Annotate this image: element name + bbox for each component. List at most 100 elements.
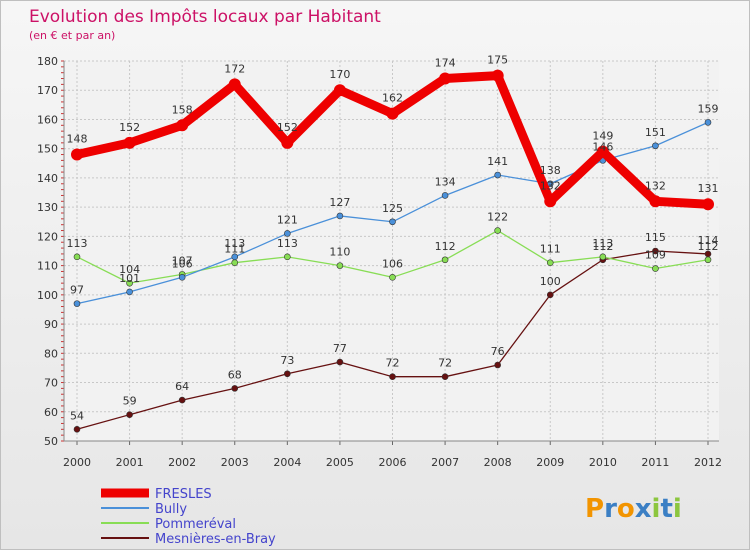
data-point-pommer-val [441,256,449,264]
data-point-bully [441,192,449,199]
data-point-mesni-res-en-bray [73,426,81,433]
data-point-fresles [649,195,662,208]
data-point-fresles [71,148,83,161]
data-label-pommer-val: 113 [67,237,88,250]
data-point-mesni-res-en-bray [178,396,186,404]
y-tick-label: 90 [44,318,58,331]
data-point-pommer-val [494,227,501,234]
data-point-bully [494,171,501,179]
data-point-mesni-res-en-bray [231,385,239,392]
data-label-mesni-res-en-bray: 76 [491,345,505,358]
y-tick-label: 80 [44,347,58,360]
data-label-mesni-res-en-bray: 115 [645,231,666,244]
series-lines [71,69,714,433]
legend-label-fresles: FRESLES [155,487,212,502]
data-label-fresles: 132 [645,179,666,192]
data-point-fresles [228,78,241,91]
data-label-mesni-res-en-bray: 72 [386,357,400,370]
data-label-pommer-val: 110 [329,246,350,259]
data-label-pommer-val: 106 [382,257,403,270]
data-label-mesni-res-en-bray: 73 [280,354,294,367]
data-label-bully: 127 [329,196,350,209]
data-label-fresles: 170 [329,68,350,81]
data-point-bully [284,230,291,237]
data-point-pommer-val [73,253,81,261]
data-point-mesni-res-en-bray [494,361,501,369]
data-label-pommer-val: 109 [645,249,666,262]
data-point-fresles [439,72,452,85]
data-label-pommer-val: 122 [487,211,508,224]
x-tick-label: 2007 [431,456,459,469]
data-label-fresles: 149 [592,130,613,143]
data-label-mesni-res-en-bray: 77 [333,342,347,355]
chart-title: Evolution des Impôts locaux par Habitant [29,7,381,27]
data-label-mesni-res-en-bray: 72 [438,357,452,370]
brand-letter: i [652,494,661,524]
data-point-bully [178,274,186,281]
y-tick-label: 110 [37,260,58,273]
data-label-bully: 101 [119,272,140,285]
brand-letter: t [660,494,672,524]
x-tick-label: 2003 [221,456,249,469]
chart-subtitle: (en € et par an) [29,29,115,42]
x-tick-label: 2010 [589,456,617,469]
y-tick-label: 70 [44,377,58,390]
data-point-fresles [596,145,609,158]
data-point-mesni-res-en-bray [126,411,133,418]
data-point-pommer-val [231,259,239,266]
data-label-fresles: 174 [435,57,456,70]
data-label-bully: 141 [487,155,508,168]
brand-letter: P [585,494,604,524]
data-label-pommer-val: 112 [435,240,456,253]
data-point-bully [336,212,344,220]
data-label-pommer-val: 112 [698,240,719,253]
x-tick-label: 2006 [379,456,407,469]
data-point-mesni-res-en-bray [441,373,449,380]
data-label-bully: 159 [698,102,719,115]
data-label-pommer-val: 111 [224,243,245,256]
legend-label-bully: Bully [155,502,187,517]
data-label-mesni-res-en-bray: 68 [228,368,242,381]
x-tick-label: 2000 [63,456,91,469]
data-label-bully: 121 [277,213,298,226]
x-tick-label: 2008 [484,456,512,469]
data-point-pommer-val [599,253,607,261]
x-tick-label: 2004 [273,456,301,469]
data-point-fresles [176,119,189,132]
data-point-bully [652,142,659,150]
data-label-fresles: 175 [487,54,508,67]
data-point-fresles [544,195,557,208]
brand-letter: r [604,494,617,524]
data-label-mesni-res-en-bray: 59 [123,395,137,408]
data-point-pommer-val [336,262,344,269]
y-tick-label: 60 [44,406,58,419]
x-tick-label: 2009 [536,456,564,469]
data-point-pommer-val [389,274,396,281]
x-tick-label: 2001 [116,456,144,469]
x-tick-label: 2005 [326,456,354,469]
data-label-bully: 106 [172,257,193,270]
data-label-mesni-res-en-bray: 114 [698,234,719,247]
data-label-mesni-res-en-bray: 54 [70,409,84,422]
data-labels: 148 152 158 172 152 170 162 174 175 132 149 132 131 9… [67,54,719,423]
data-point-fresles [491,69,504,82]
data-point-bully [126,288,133,296]
data-label-fresles: 172 [224,62,245,75]
y-tick-label: 100 [37,289,58,302]
data-point-fresles [123,136,136,149]
axes: 50 60 70 80 90 100 110 120 130 140 150 160 170 180 200… [37,55,722,469]
data-point-bully [231,253,239,261]
data-label-bully: 125 [382,202,403,215]
y-tick-label: 140 [37,172,58,185]
data-point-pommer-val [704,256,712,264]
data-point-bully [704,119,712,126]
legend-label-pommer-val: Pommeréval [155,517,236,532]
y-tick-label: 180 [37,55,58,68]
data-label-pommer-val: 113 [592,237,613,250]
data-point-pommer-val [652,265,659,272]
data-point-fresles [386,107,399,120]
data-label-bully: 146 [592,140,613,153]
data-label-bully: 113 [224,237,245,250]
